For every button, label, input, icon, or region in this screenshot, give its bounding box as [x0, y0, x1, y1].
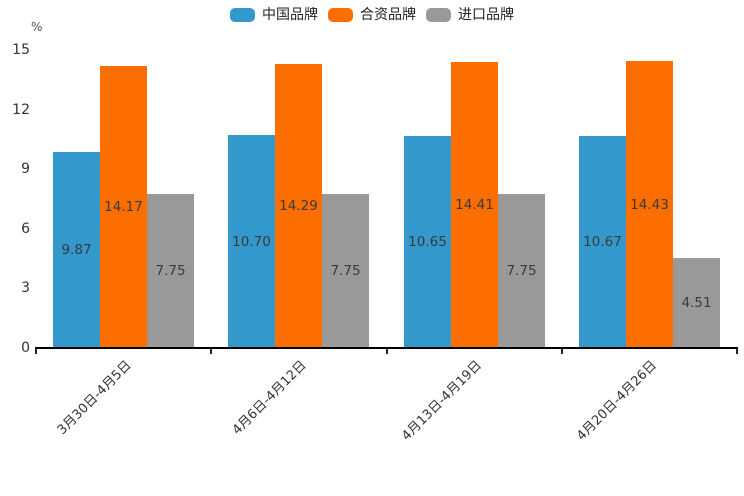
legend-label: 合资品牌: [360, 7, 416, 23]
bar-value-label: 14.17: [104, 199, 143, 215]
bar-value-label: 14.41: [455, 197, 494, 213]
bar-合资品牌: [451, 62, 498, 347]
bar-value-label: 10.67: [583, 234, 622, 250]
bar-合资品牌: [100, 66, 147, 347]
legend-item-import-brand[interactable]: 进口品牌: [426, 7, 514, 23]
bar-进口品牌: [498, 194, 545, 347]
bar-value-label: 10.65: [408, 234, 447, 250]
x-tick-label: 4月13日-4月19日: [398, 358, 485, 444]
bar-进口品牌: [673, 258, 720, 347]
x-axis-tick: [736, 349, 738, 354]
bar-value-label: 7.75: [330, 263, 361, 279]
bar-进口品牌: [147, 194, 194, 347]
x-tick-label: 4月6日-4月12日: [229, 358, 310, 438]
bar-合资品牌: [275, 64, 322, 347]
bar-value-label: 4.51: [681, 295, 712, 311]
x-axis-tick: [561, 349, 563, 354]
bar-value-label: 7.75: [506, 263, 537, 279]
legend-swatch-icon: [328, 8, 353, 22]
legend-swatch-icon: [230, 8, 255, 22]
bar-进口品牌: [322, 194, 369, 347]
bar-value-label: 14.29: [279, 198, 318, 214]
legend: 中国品牌 合资品牌 进口品牌: [0, 7, 744, 23]
bar-中国品牌: [53, 152, 100, 347]
y-tick-label: 12: [12, 101, 30, 118]
legend-item-china-brand[interactable]: 中国品牌: [230, 7, 318, 23]
x-axis-tick: [386, 349, 388, 354]
x-axis-tick: [35, 349, 37, 354]
x-axis-line: [35, 347, 738, 349]
y-tick-label: 0: [21, 340, 30, 356]
legend-label: 进口品牌: [458, 7, 514, 23]
y-tick-label: 3: [21, 280, 30, 297]
bar-value-label: 14.43: [630, 197, 669, 213]
legend-label: 中国品牌: [262, 7, 318, 23]
bar-中国品牌: [404, 136, 451, 347]
y-tick-label: 15: [12, 42, 30, 58]
x-axis-tick: [210, 349, 212, 354]
y-tick-label: 9: [21, 161, 30, 178]
legend-item-joint-venture-brand[interactable]: 合资品牌: [328, 7, 416, 23]
bar-value-label: 9.87: [61, 242, 92, 258]
bar-value-label: 10.70: [232, 234, 271, 250]
bar-中国品牌: [579, 136, 626, 347]
bar-合资品牌: [626, 61, 673, 347]
y-tick-label: 6: [21, 220, 30, 237]
y-axis-unit-label: %: [31, 20, 43, 34]
x-tick-label: 4月20日-4月26日: [573, 358, 660, 444]
x-tick-label: 3月30日-4月5日: [54, 358, 135, 438]
legend-swatch-icon: [426, 8, 451, 22]
bar-value-label: 7.75: [155, 263, 186, 279]
bar-中国品牌: [228, 135, 275, 347]
